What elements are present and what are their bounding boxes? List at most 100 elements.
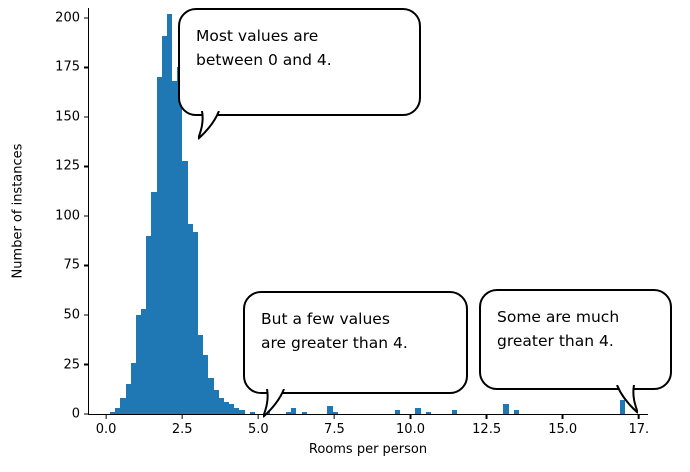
tick-mark (257, 414, 260, 419)
tick-label: 25 (63, 357, 80, 372)
tick-label: 12.5 (472, 422, 502, 437)
histogram-bar (156, 77, 162, 414)
tick-label: 100 (55, 208, 80, 224)
tick-label: 50 (63, 307, 80, 323)
histogram-bar (218, 398, 224, 414)
histogram-bar (146, 235, 152, 414)
histogram-bar (425, 412, 431, 414)
annotation-bubble-few-values: But a few values are greater than 4. (243, 291, 468, 418)
histogram-bar (513, 410, 519, 414)
histogram-bar (187, 223, 193, 414)
x-axis-tick: 12.5 (472, 414, 501, 437)
histogram-bar (234, 408, 240, 414)
histogram-bar (120, 398, 126, 414)
speech-bubble-tail-icon (616, 385, 638, 414)
histogram-bar (125, 384, 131, 414)
tick-label: 2.5 (171, 422, 193, 437)
histogram-bar (451, 410, 457, 414)
histogram-bar (415, 408, 421, 414)
y-axis-label: Number of instances (10, 143, 26, 279)
tick-label: 75 (63, 257, 80, 273)
tick-label: 0 (71, 406, 80, 422)
annotation-text: Most values are between 0 and 4. (196, 27, 332, 70)
y-axis-tick: 150 (55, 109, 89, 124)
tick-mark (181, 414, 183, 419)
y-axis-tick: 200 (55, 10, 89, 25)
tick-mark (561, 414, 564, 419)
tick-mark (84, 66, 89, 69)
tick-label: 5.0 (247, 422, 269, 437)
histogram-bar (394, 410, 400, 414)
tick-label: 200 (55, 10, 80, 26)
tick-mark (84, 314, 89, 316)
tick-mark (84, 215, 89, 217)
histogram-bar (161, 35, 167, 414)
histogram-bar (213, 390, 219, 414)
tick-mark (84, 17, 89, 19)
histogram-bar (141, 309, 147, 414)
histogram-bar (503, 404, 509, 414)
tick-mark (409, 414, 412, 419)
histogram-bar (229, 404, 235, 414)
x-axis-tick: 2.5 (172, 414, 193, 437)
histogram-bar (208, 378, 214, 414)
y-axis-tick: 100 (55, 208, 89, 223)
x-axis-tick: 10.0 (396, 414, 425, 437)
annotation-bubble-most-values: Most values are between 0 and 4. (178, 8, 421, 140)
y-axis-tick: 75 (63, 258, 89, 273)
y-axis-tick: 0 (72, 407, 89, 422)
tick-label: 7.5 (324, 422, 345, 437)
tick-mark (105, 414, 107, 419)
plot-area: 0.0 2.5 5.0 7.5 10.0 12.5 15.0 17. 0 25 50 75 100 125… (55, 8, 649, 437)
tick-label: 150 (55, 109, 80, 125)
histogram-bar (151, 192, 157, 414)
histogram-bar (301, 412, 307, 414)
histogram-bar (172, 81, 178, 414)
tick-mark (638, 414, 640, 419)
histogram-bar (619, 400, 625, 414)
tick-mark (84, 165, 89, 168)
x-axis-tick: 0.0 (95, 414, 117, 437)
x-axis-tick: 17. (628, 414, 650, 437)
x-axis-tick: 15.0 (548, 414, 577, 437)
histogram-bar (203, 354, 209, 414)
histogram-bar (332, 412, 338, 414)
annotation-text: But a few values are greater than 4. (261, 310, 408, 353)
speech-bubble-tail-icon (198, 111, 220, 140)
tick-label: 10.0 (396, 422, 425, 437)
tick-label: 125 (55, 158, 80, 174)
y-axis-tick: 25 (63, 357, 89, 372)
speech-bubble-tail-icon (263, 389, 285, 418)
histogram-bar (197, 334, 204, 414)
tick-label: 0.0 (95, 422, 117, 437)
histogram-bar (291, 408, 297, 414)
histogram-bar (177, 67, 183, 414)
histogram-bar (327, 406, 333, 414)
y-axis-tick: 50 (63, 307, 89, 322)
histogram-bar (239, 410, 245, 414)
histogram-bar (110, 412, 116, 414)
tick-mark (485, 414, 488, 419)
tick-mark (84, 116, 89, 118)
x-axis-label: Rooms per person (308, 442, 428, 457)
tick-mark (84, 413, 89, 415)
histogram-bar (223, 402, 230, 414)
tick-label: 175 (55, 59, 80, 75)
tick-mark (84, 363, 89, 366)
histogram-bar (249, 412, 255, 414)
y-axis-tick: 175 (55, 60, 89, 75)
x-axis-tick: 7.5 (324, 414, 345, 437)
tick-mark (84, 264, 89, 267)
histogram-bar (135, 314, 142, 414)
histogram-bar (166, 13, 173, 414)
histogram-bar (182, 160, 188, 414)
tick-label: 17. (628, 422, 650, 437)
annotation-text: Some are much greater than 4. (497, 308, 620, 351)
histogram-bar (285, 412, 292, 414)
tick-mark (333, 414, 336, 419)
y-axis-tick: 125 (55, 159, 89, 174)
histogram-bar (115, 408, 121, 414)
tick-label: 15.0 (548, 422, 578, 437)
histogram-bar (130, 362, 136, 414)
